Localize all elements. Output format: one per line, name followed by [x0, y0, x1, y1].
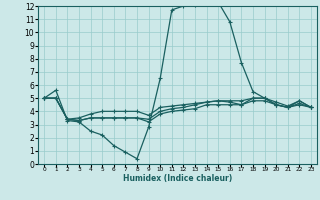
X-axis label: Humidex (Indice chaleur): Humidex (Indice chaleur) [123, 174, 232, 183]
